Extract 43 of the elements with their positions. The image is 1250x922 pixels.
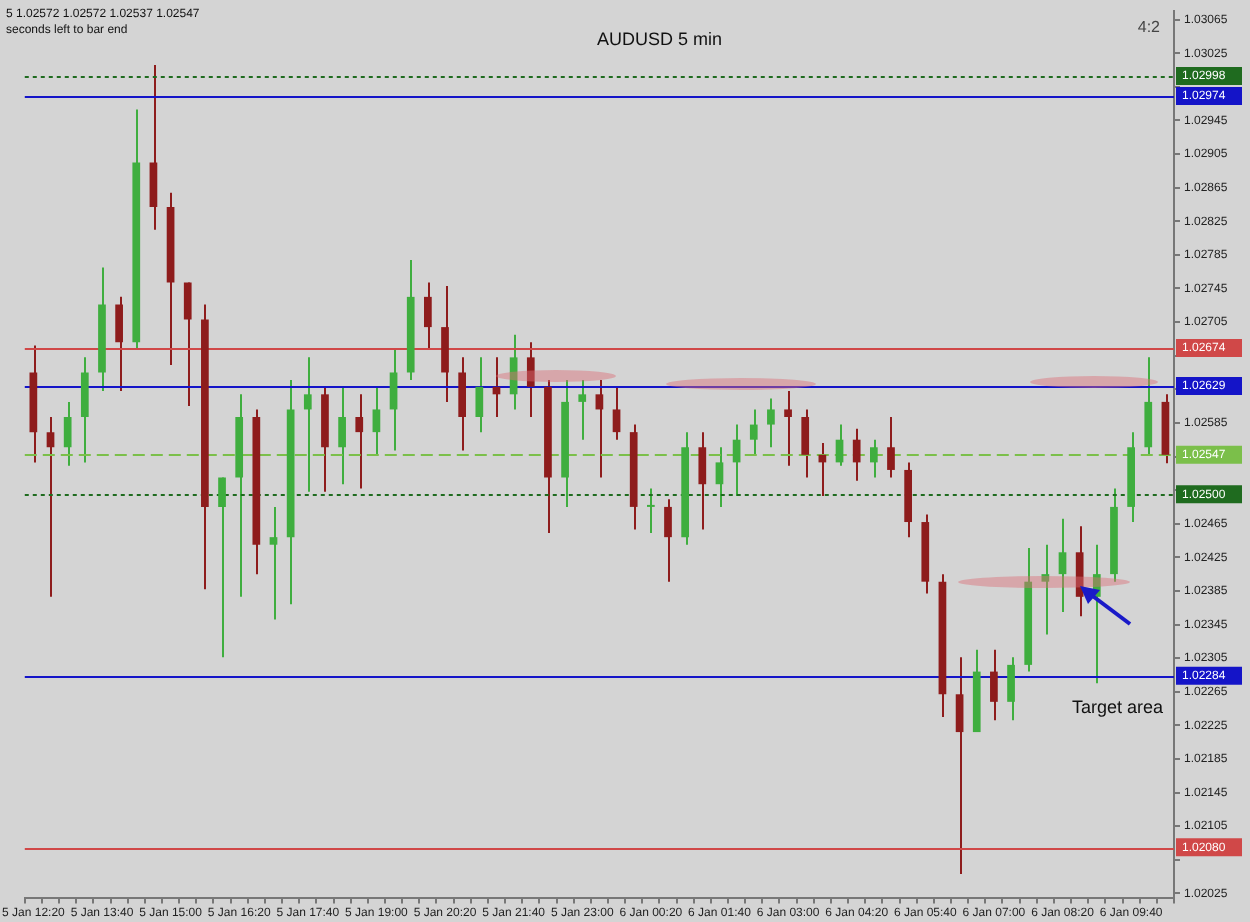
candlestick	[784, 389, 792, 467]
candlestick	[664, 498, 672, 583]
candlestick	[424, 281, 432, 351]
candlestick	[990, 648, 998, 722]
candlestick	[46, 416, 55, 598]
candlestick	[578, 379, 587, 441]
candlestick	[269, 505, 278, 621]
candlestick	[612, 385, 621, 441]
annotation: 4:2	[1137, 18, 1162, 37]
candlestick	[475, 356, 484, 434]
candlestick	[338, 385, 346, 486]
candlestick	[715, 446, 724, 508]
candlestick	[887, 416, 895, 479]
candlestick	[441, 284, 449, 403]
candlestick	[646, 487, 655, 534]
candlestick	[1007, 656, 1015, 722]
candlestick	[1041, 543, 1050, 636]
annotation: Target area	[1072, 696, 1164, 717]
candlestick	[595, 379, 604, 479]
candlestick	[526, 341, 535, 419]
candlestick	[63, 400, 72, 467]
candlestick	[458, 356, 467, 452]
candlestick	[1144, 356, 1153, 456]
candlestick	[218, 476, 226, 659]
candlestick	[389, 348, 398, 452]
candlestick	[355, 393, 364, 490]
candlestick	[509, 333, 518, 411]
candlestick	[767, 397, 775, 449]
candlestick	[80, 356, 89, 464]
candlestick	[303, 356, 312, 493]
text: AUDUSD 5 min	[596, 28, 722, 49]
candlestick	[1075, 525, 1084, 618]
candlestick	[869, 438, 878, 479]
candlestick	[115, 295, 123, 392]
candlestick	[1058, 517, 1067, 613]
candlestick	[801, 408, 810, 479]
candlestick	[372, 385, 381, 456]
candlestick	[749, 408, 758, 456]
candlestick	[183, 281, 192, 408]
candlestick	[149, 63, 158, 231]
candlestick	[698, 431, 707, 531]
candlestick	[955, 656, 964, 876]
candlestick	[852, 427, 861, 482]
